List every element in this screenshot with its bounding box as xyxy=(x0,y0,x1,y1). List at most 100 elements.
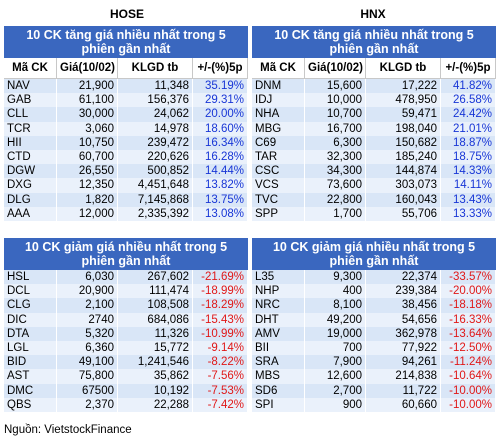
cell-klgd: 684,086 xyxy=(117,312,193,327)
table-row: DHT 49,200 54,656 -16.33% xyxy=(252,312,496,327)
stock-table: L35 9,300 22,374 -33.57% NHP 400 239,384 -20.00… xyxy=(252,270,496,412)
table-row: TAR 32,300 185,240 18.75% xyxy=(252,149,496,165)
cell-pct: 13.33% xyxy=(440,206,496,221)
cell-pct: 14.33% xyxy=(440,164,496,179)
cell-klgd: 55,706 xyxy=(365,206,441,221)
cell-klgd: 185,240 xyxy=(365,149,441,165)
cell-pct: 14.44% xyxy=(192,164,248,179)
cell-code: NAV xyxy=(4,78,57,94)
cell-pct: -16.33% xyxy=(440,312,496,327)
cell-klgd: 24,062 xyxy=(117,107,193,122)
cell-price: 61,100 xyxy=(56,93,118,108)
cell-pct: -8.22% xyxy=(192,355,248,370)
cell-price: 700 xyxy=(304,340,366,356)
cell-pct: 35.19% xyxy=(192,78,248,94)
cell-klgd: 239,472 xyxy=(117,135,193,150)
cell-pct: -18.18% xyxy=(440,298,496,313)
cell-klgd: 7,145,868 xyxy=(117,192,193,207)
column-header-code: Mã CK xyxy=(252,58,305,79)
table-row: C69 6,300 150,682 18.87% xyxy=(252,135,496,150)
cell-pct: 16.28% xyxy=(192,149,248,165)
cell-price: 2,370 xyxy=(56,397,118,412)
table-row: AMV 19,000 362,978 -13.64% xyxy=(252,326,496,341)
table-row: TVC 22,800 160,043 13.43% xyxy=(252,192,496,207)
cell-pct: -7.56% xyxy=(192,369,248,384)
table-row: DCL 20,900 111,474 -18.99% xyxy=(4,284,248,299)
cell-pct: 24.42% xyxy=(440,107,496,122)
cell-pct: -12.50% xyxy=(440,340,496,356)
cell-pct: -10.00% xyxy=(440,397,496,412)
cell-price: 5,320 xyxy=(56,326,118,341)
table-row: AST 75,800 35,862 -7.56% xyxy=(4,369,248,384)
stock-table: HSL 6,030 267,602 -21.69% DCL 20,900 111,474 -1… xyxy=(4,270,248,412)
cell-code: DXG xyxy=(4,178,57,193)
cell-pct: -7.42% xyxy=(192,397,248,412)
cell-code: DMC xyxy=(4,383,57,398)
cell-code: MBG xyxy=(252,121,305,136)
table-row: HII 10,750 239,472 16.34% xyxy=(4,135,248,150)
cell-code: TVC xyxy=(252,192,305,207)
cell-price: 75,800 xyxy=(56,369,118,384)
cell-pct: -10.00% xyxy=(440,383,496,398)
cell-price: 16,700 xyxy=(304,121,366,136)
cell-klgd: 111,474 xyxy=(117,284,193,299)
cell-price: 60,700 xyxy=(56,149,118,165)
cell-price: 6,360 xyxy=(56,340,118,356)
panel-hnx-gainers: 10 CK tăng giá nhiều nhất trong 5 phiên … xyxy=(252,26,496,237)
table-row: QBS 2,370 22,288 -7.42% xyxy=(4,397,248,412)
column-header-pct: +/-(%)5p xyxy=(440,58,496,79)
cell-code: CSC xyxy=(252,164,305,179)
cell-price: 12,600 xyxy=(304,369,366,384)
table-row: IDJ 10,000 478,950 26.58% xyxy=(252,93,496,108)
table-row: DGW 26,550 500,852 14.44% xyxy=(4,164,248,179)
cell-pct: -11.24% xyxy=(440,355,496,370)
cell-price: 32,300 xyxy=(304,149,366,165)
table-row: BID 49,100 1,241,546 -8.22% xyxy=(4,355,248,370)
cell-klgd: 150,682 xyxy=(365,135,441,150)
cell-pct: -21.69% xyxy=(192,270,248,285)
cell-code: DLG xyxy=(4,192,57,207)
table-row: CSC 34,300 144,874 14.33% xyxy=(252,164,496,179)
cell-klgd: 59,471 xyxy=(365,107,441,122)
cell-code: HSL xyxy=(4,270,57,285)
cell-code: DIC xyxy=(4,312,57,327)
cell-klgd: 22,288 xyxy=(117,397,193,412)
cell-code: HII xyxy=(4,135,57,150)
table-row: DTA 5,320 11,326 -10.99% xyxy=(4,326,248,341)
table-row: SD6 2,700 11,722 -10.00% xyxy=(252,383,496,398)
column-header-price: Giá(10/02) xyxy=(56,58,118,79)
cell-price: 12,350 xyxy=(56,178,118,193)
cell-pct: -33.57% xyxy=(440,270,496,285)
cell-price: 6,300 xyxy=(304,135,366,150)
cell-price: 2740 xyxy=(56,312,118,327)
table-row: VCS 73,600 303,073 14.11% xyxy=(252,178,496,193)
cell-price: 26,550 xyxy=(56,164,118,179)
cell-klgd: 14,978 xyxy=(117,121,193,136)
cell-code: AMV xyxy=(252,326,305,341)
table-row: DIC 2740 684,086 -15.43% xyxy=(4,312,248,327)
cell-klgd: 303,073 xyxy=(365,178,441,193)
cell-code: DTA xyxy=(4,326,57,341)
cell-code: CLL xyxy=(4,107,57,122)
cell-pct: -18.99% xyxy=(192,284,248,299)
cell-klgd: 77,922 xyxy=(365,340,441,356)
cell-pct: 26.58% xyxy=(440,93,496,108)
cell-code: BII xyxy=(252,340,305,356)
table-row: DMC 67500 10,192 -7.53% xyxy=(4,383,248,398)
cell-klgd: 17,222 xyxy=(365,78,441,94)
cell-code: DHT xyxy=(252,312,305,327)
cell-code: DGW xyxy=(4,164,57,179)
cell-klgd: 108,508 xyxy=(117,298,193,313)
cell-pct: 13.08% xyxy=(192,206,248,221)
cell-klgd: 214,838 xyxy=(365,369,441,384)
cell-price: 67500 xyxy=(56,383,118,398)
table-row: GAB 61,100 156,376 29.31% xyxy=(4,93,248,108)
cell-klgd: 11,326 xyxy=(117,326,193,341)
cell-price: 7,900 xyxy=(304,355,366,370)
cell-klgd: 239,384 xyxy=(365,284,441,299)
table-row: AAA 12,000 2,335,392 13.08% xyxy=(4,206,248,221)
table-row: CTD 60,700 220,626 16.28% xyxy=(4,149,248,165)
cell-price: 8,100 xyxy=(304,298,366,313)
cell-price: 10,000 xyxy=(304,93,366,108)
cell-pct: 18.75% xyxy=(440,149,496,165)
